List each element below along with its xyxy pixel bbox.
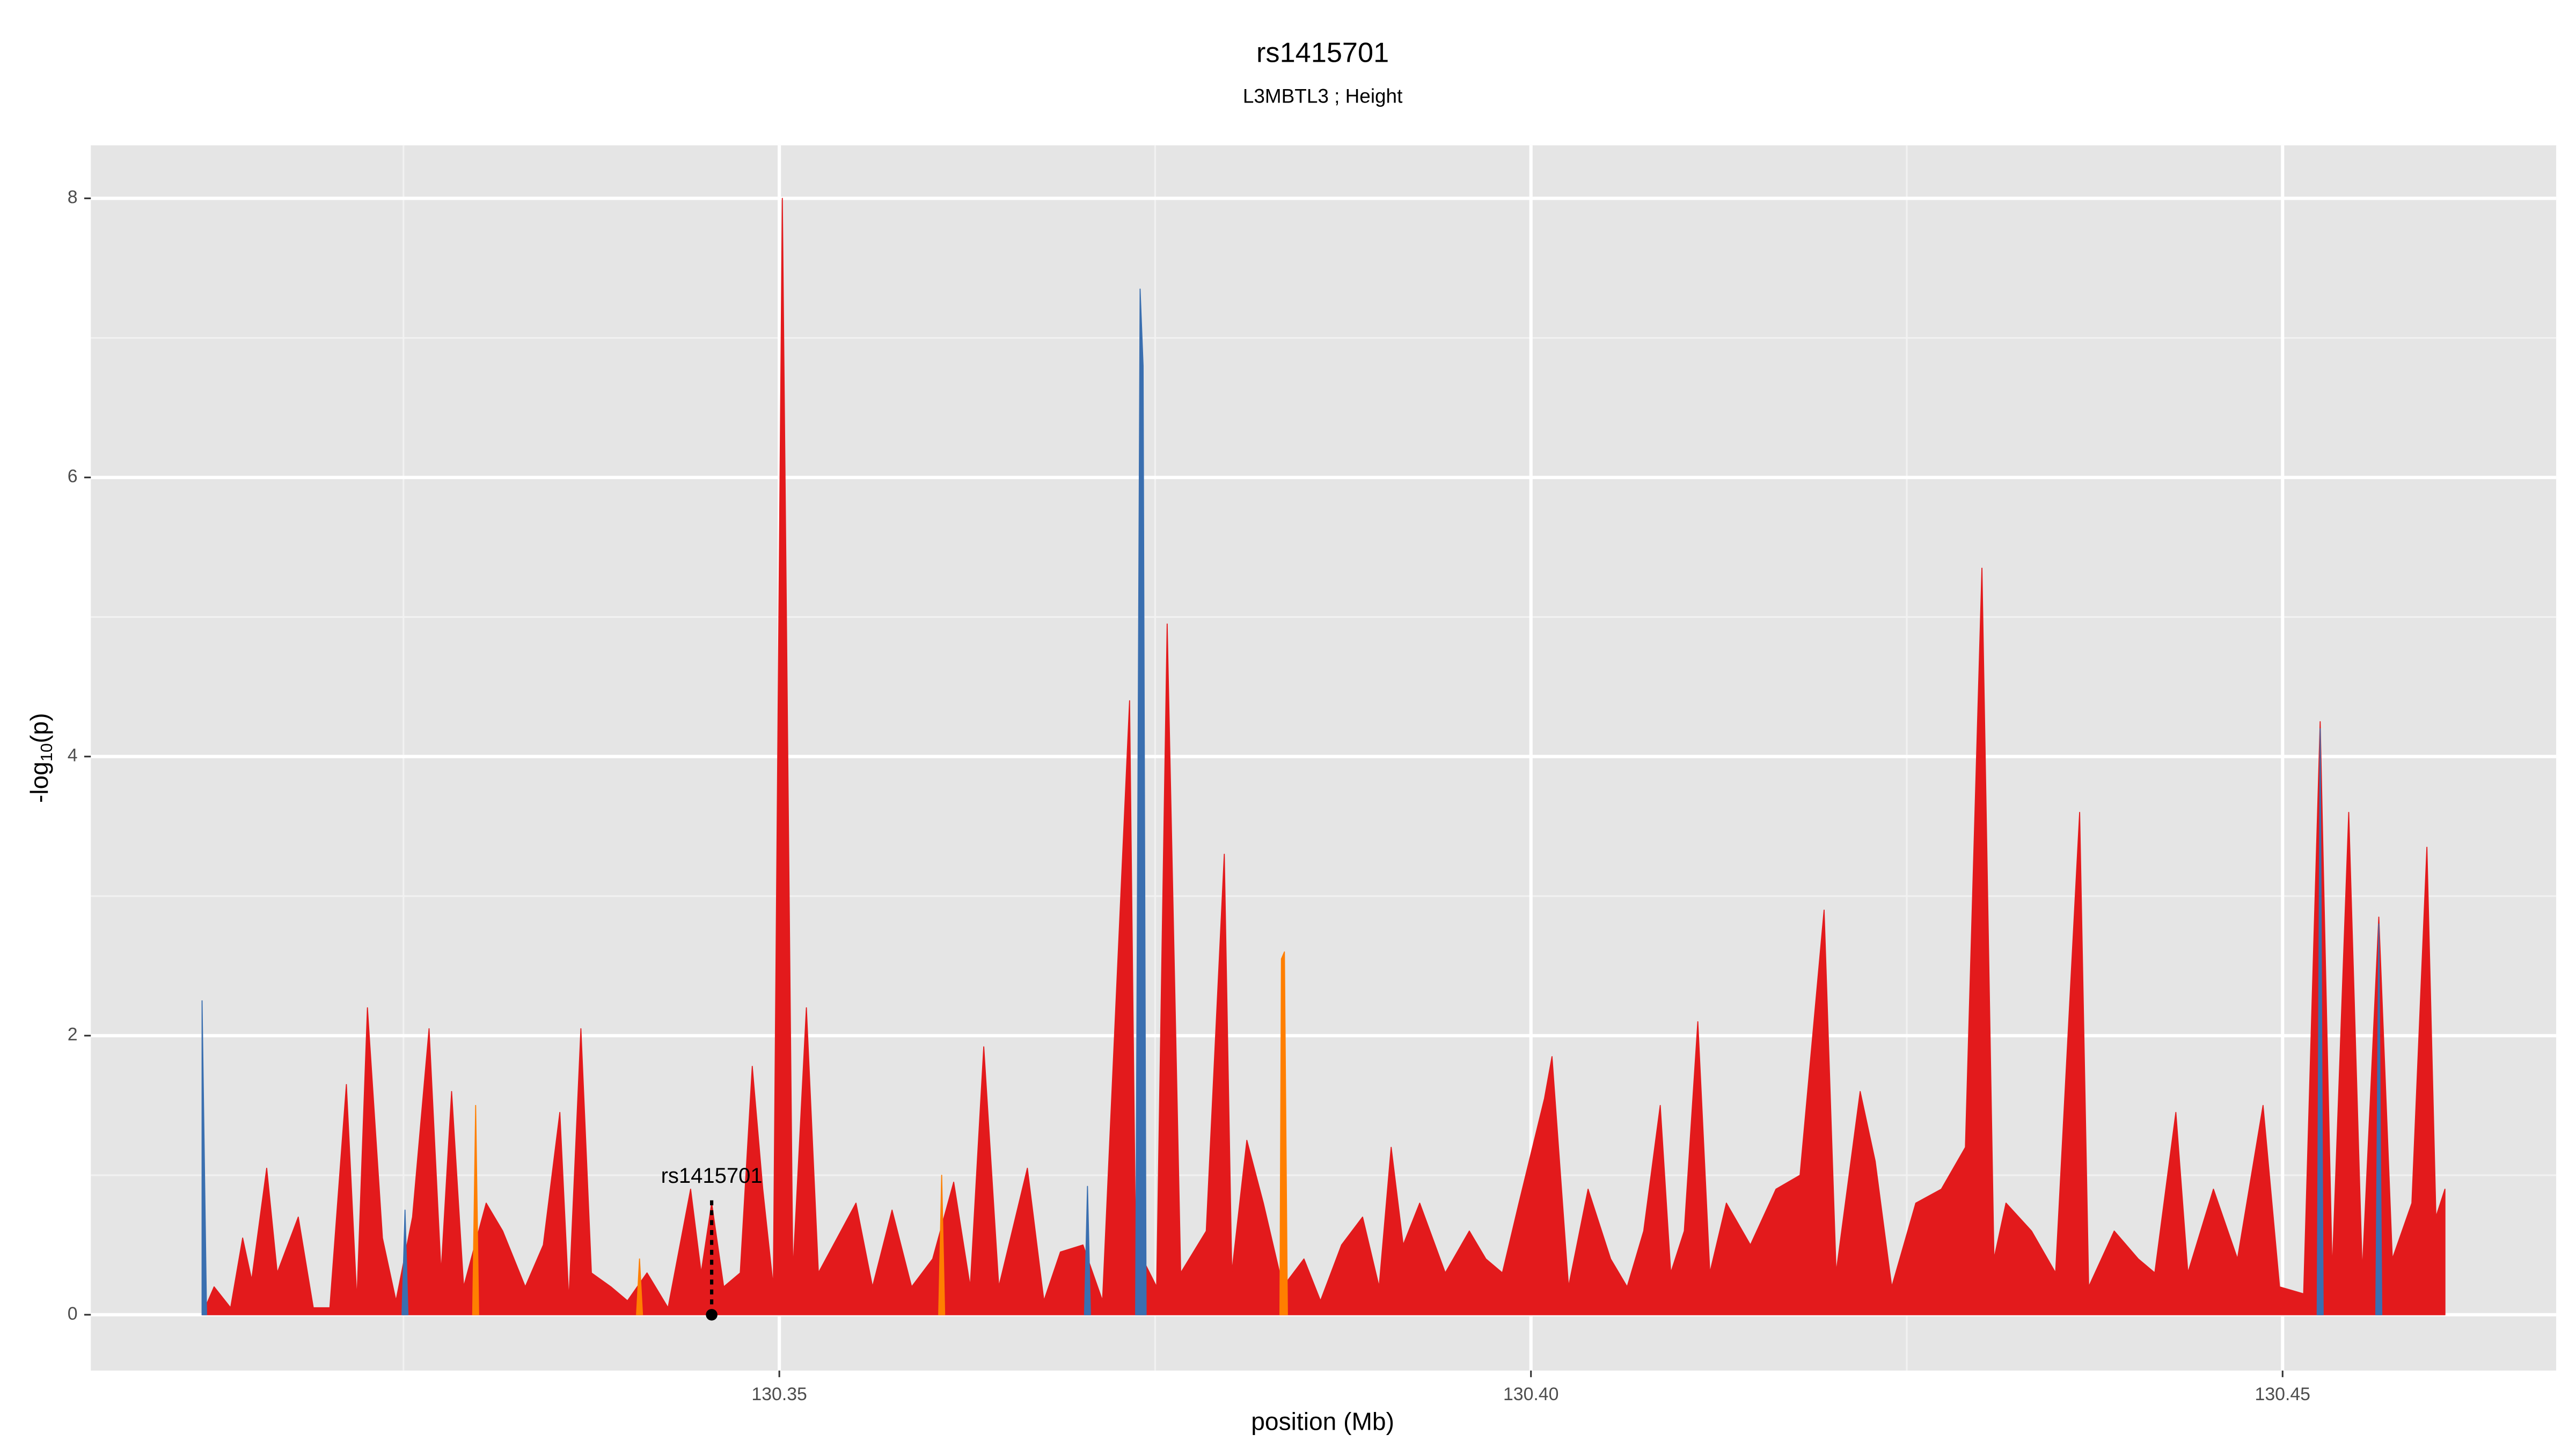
x-axis-label: position (Mb) xyxy=(1251,1407,1394,1435)
y-label-prefix: -log xyxy=(25,762,53,803)
chart-subtitle: L3MBTL3 ; Height xyxy=(1243,85,1402,107)
y-label-subscript: 10 xyxy=(37,743,56,762)
y-tick-label: 4 xyxy=(68,745,78,766)
x-tick-label: 130.40 xyxy=(1503,1384,1558,1404)
y-tick-label: 6 xyxy=(68,466,78,487)
y-tick-label: 0 xyxy=(68,1304,78,1324)
annotation-point xyxy=(706,1309,718,1321)
area xyxy=(201,288,2383,1315)
y-label-suffix: (p) xyxy=(25,713,53,743)
chart-title: rs1415701 xyxy=(1256,37,1389,68)
area xyxy=(201,197,2446,1315)
area xyxy=(472,951,1288,1315)
y-tick-label: 2 xyxy=(68,1024,78,1045)
y-axis-label: -log10(p) xyxy=(25,713,56,803)
annotation-label: rs1415701 xyxy=(661,1164,763,1188)
y-tick-label: 8 xyxy=(68,187,78,208)
x-tick-label: 130.35 xyxy=(751,1384,807,1404)
x-tick-label: 130.45 xyxy=(2255,1384,2310,1404)
